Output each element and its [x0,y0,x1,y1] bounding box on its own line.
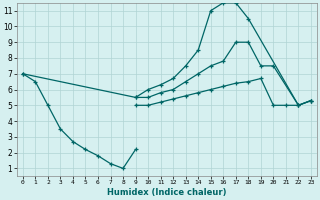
X-axis label: Humidex (Indice chaleur): Humidex (Indice chaleur) [107,188,227,197]
